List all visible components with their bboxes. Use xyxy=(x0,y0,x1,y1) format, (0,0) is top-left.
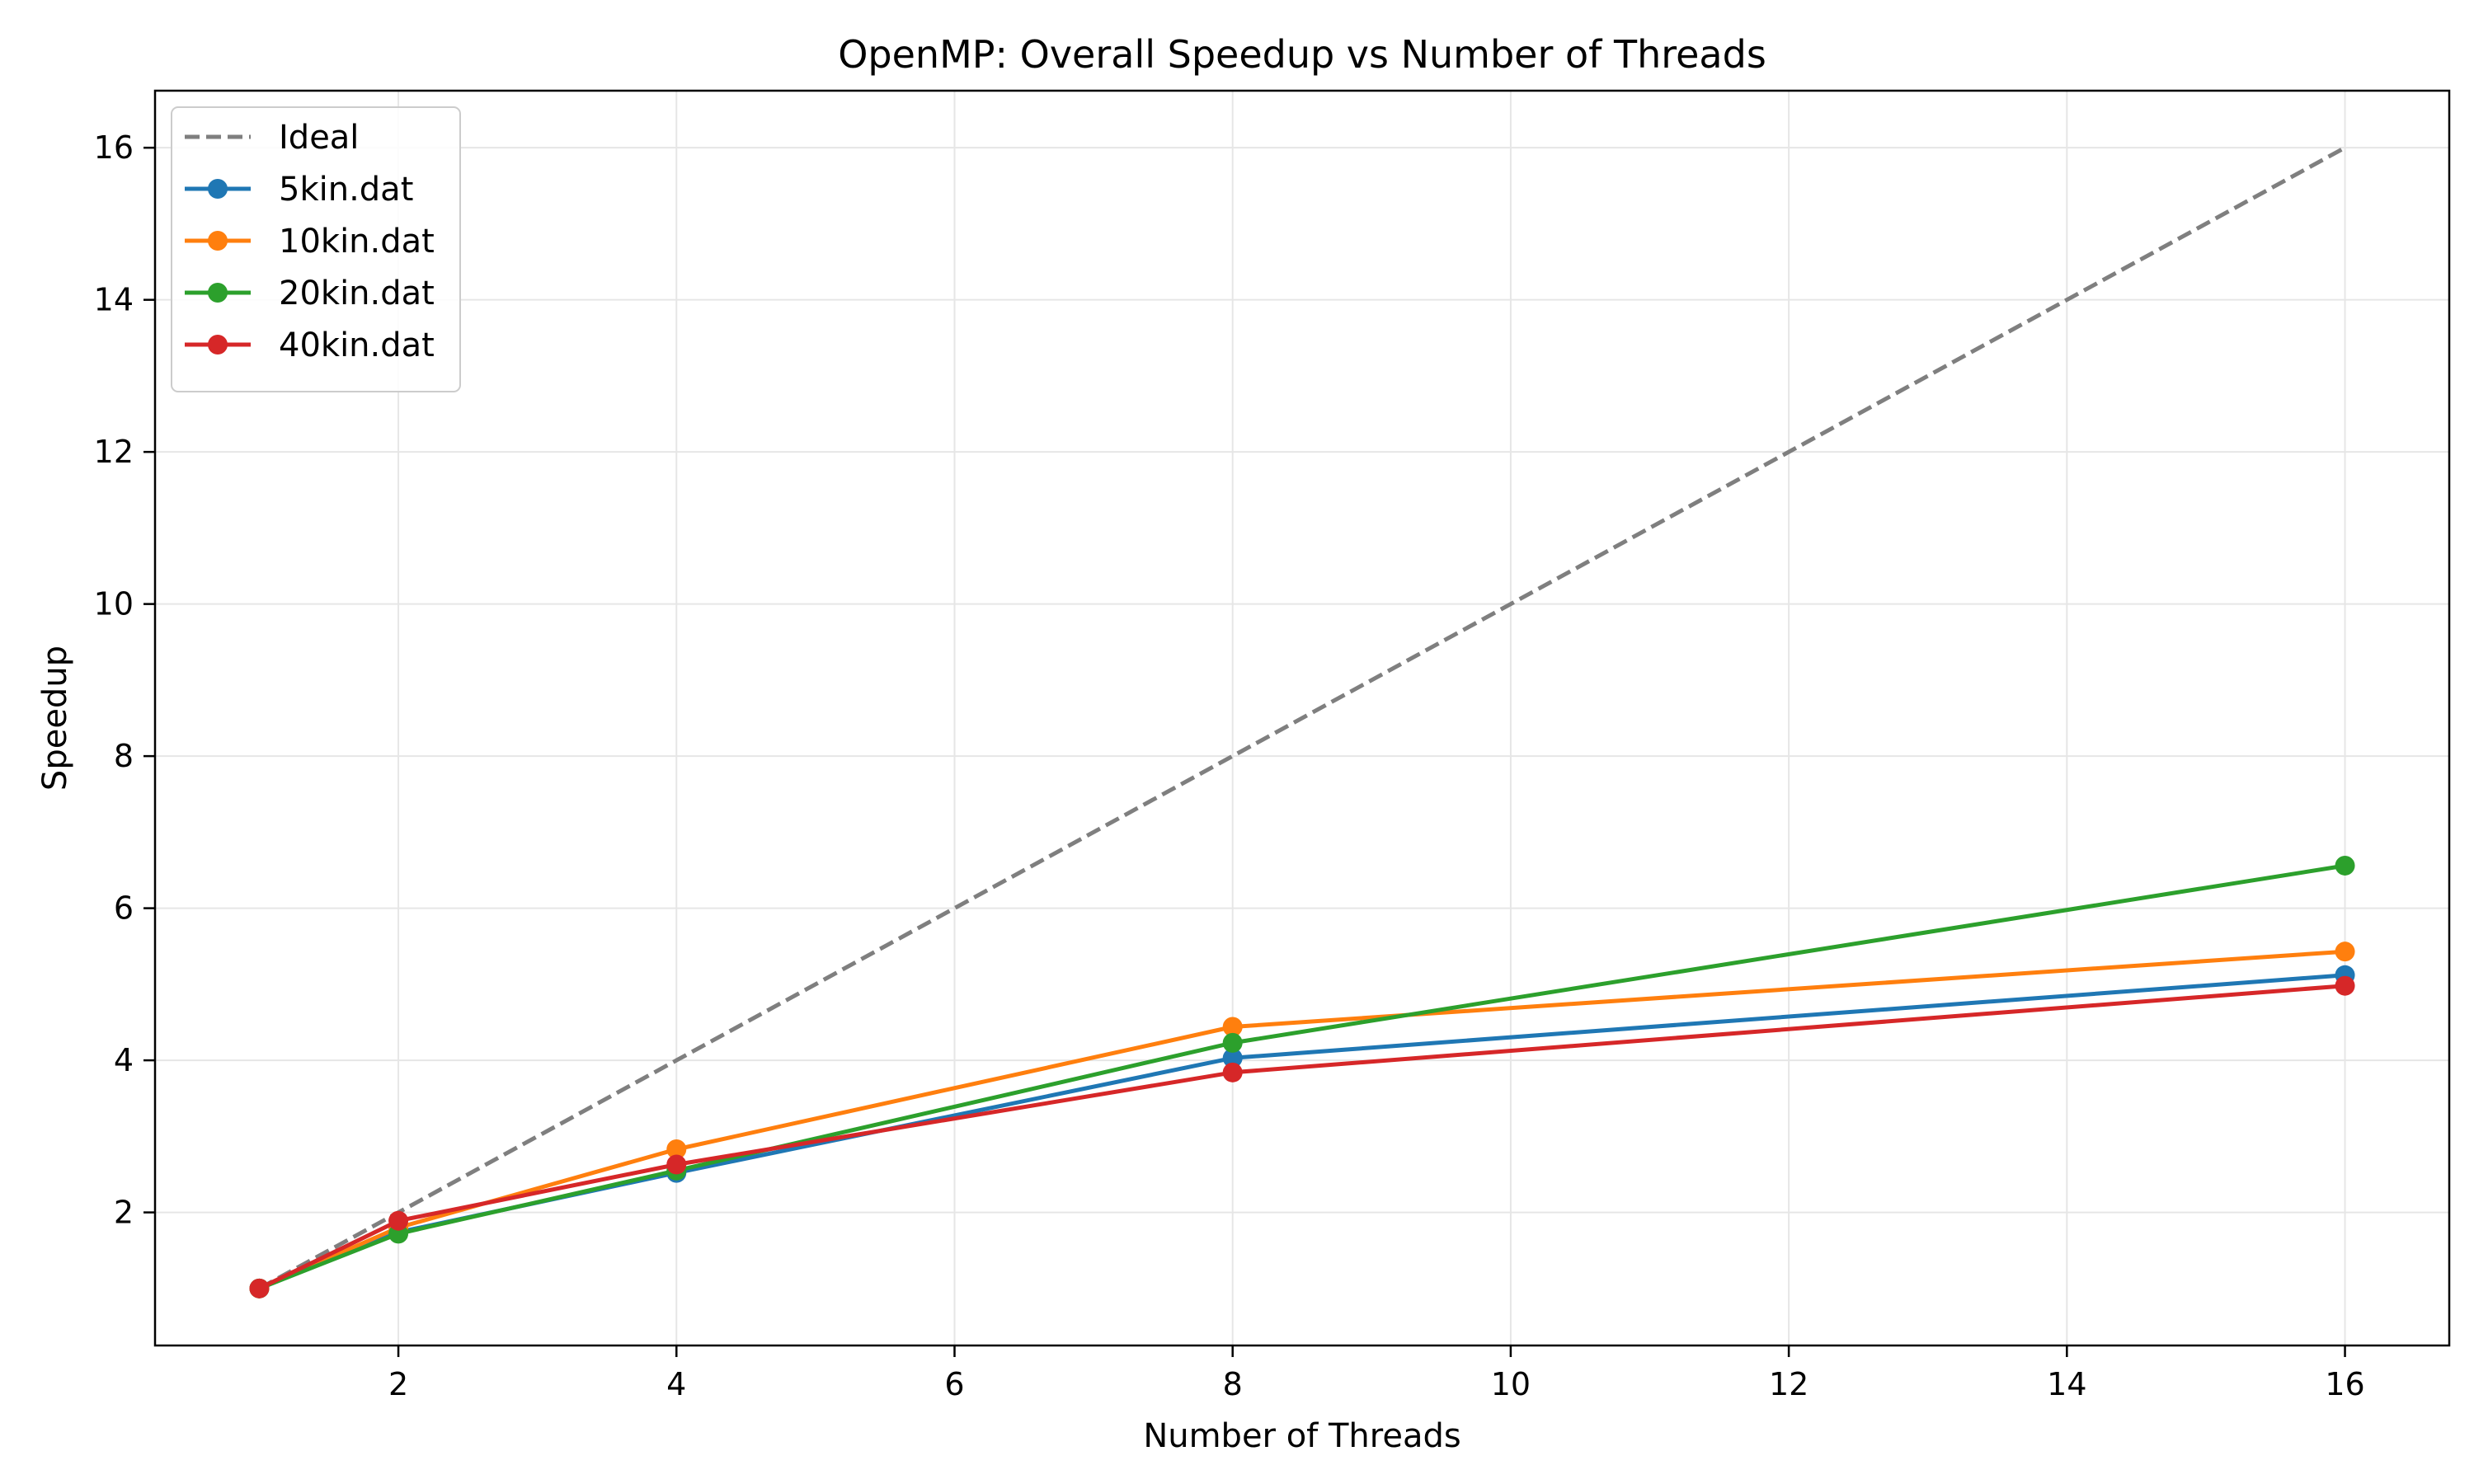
series-line-ideal xyxy=(258,146,2346,1290)
legend-label-ideal: Ideal xyxy=(279,119,359,157)
data-point-20kin-dat xyxy=(2335,855,2355,876)
legend-marker-5kin-dat xyxy=(208,179,228,199)
y-tick-label: 14 xyxy=(94,282,134,318)
x-tick-label: 2 xyxy=(388,1366,408,1402)
x-tick-label: 16 xyxy=(2325,1366,2364,1402)
y-tick-label: 2 xyxy=(114,1195,134,1231)
x-tick-label: 6 xyxy=(944,1366,964,1402)
legend-marker-40kin-dat xyxy=(208,335,228,355)
data-point-40kin-dat xyxy=(249,1278,270,1298)
legend-box xyxy=(171,106,461,392)
plot-frame xyxy=(153,89,2451,1347)
y-tick-label: 4 xyxy=(114,1042,134,1078)
chart-title: OpenMP: Overall Speedup vs Number of Thr… xyxy=(838,32,1766,77)
axis-ticks: 2 4 6 8 10 12 14 16 2 4 6 8 10 12 14 16 xyxy=(94,129,2365,1402)
legend: Ideal 5kin.dat 10kin.dat 20kin.dat 40kin.dat xyxy=(171,106,461,392)
x-tick-label: 12 xyxy=(1769,1366,1808,1402)
y-tick-label: 10 xyxy=(94,586,134,622)
data-point-5kin-dat xyxy=(1222,1048,1243,1068)
data-point-10kin-dat xyxy=(2335,942,2355,962)
legend-label-40kin-dat: 40kin.dat xyxy=(279,326,435,364)
x-tick-label: 10 xyxy=(1491,1366,1531,1402)
legend-marker-20kin-dat xyxy=(208,283,228,303)
y-tick-label: 12 xyxy=(94,434,134,470)
y-tick-label: 8 xyxy=(114,738,134,774)
data-point-40kin-dat xyxy=(666,1154,687,1175)
series-layer xyxy=(249,146,2355,1298)
x-tick-label: 8 xyxy=(1223,1366,1243,1402)
x-axis-label: Number of Threads xyxy=(1143,1417,1460,1455)
y-tick-label: 6 xyxy=(114,890,134,927)
data-point-40kin-dat xyxy=(388,1210,409,1231)
data-point-40kin-dat xyxy=(1222,1062,1243,1082)
legend-label-20kin-dat: 20kin.dat xyxy=(279,275,435,312)
legend-label-5kin-dat: 5kin.dat xyxy=(279,171,413,209)
y-axis-label: Speedup xyxy=(36,646,74,791)
legend-marker-10kin-dat xyxy=(208,231,228,251)
x-tick-label: 14 xyxy=(2047,1366,2086,1402)
y-tick-label: 16 xyxy=(94,129,134,166)
legend-label-10kin-dat: 10kin.dat xyxy=(279,223,435,261)
x-tick-label: 4 xyxy=(666,1366,686,1402)
data-point-40kin-dat xyxy=(2335,975,2355,996)
data-point-10kin-dat xyxy=(1222,1017,1243,1037)
data-point-10kin-dat xyxy=(666,1139,687,1160)
data-point-20kin-dat xyxy=(1222,1032,1243,1053)
